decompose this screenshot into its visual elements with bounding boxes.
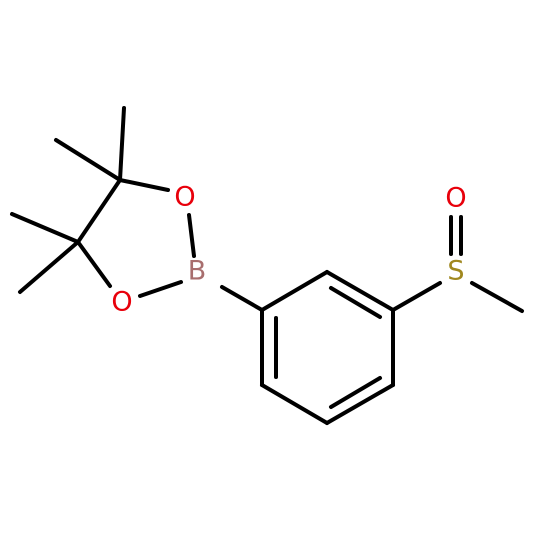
atom-label: O xyxy=(111,287,132,318)
bond xyxy=(329,376,382,409)
bond xyxy=(325,383,395,425)
atom-labels: O O B S O xyxy=(111,182,466,318)
bond xyxy=(76,178,122,244)
bond xyxy=(325,270,395,312)
atom-label: O xyxy=(445,183,466,214)
bonds xyxy=(10,106,524,425)
bond xyxy=(260,270,329,312)
bond xyxy=(54,138,122,182)
bond xyxy=(76,240,112,288)
bond xyxy=(18,240,80,294)
atom-label: S xyxy=(447,256,464,287)
atom-label: B xyxy=(188,256,207,287)
bond xyxy=(329,286,382,319)
bond xyxy=(187,213,196,258)
bond xyxy=(220,285,264,312)
bond xyxy=(10,212,80,244)
bond xyxy=(118,106,126,182)
bond xyxy=(470,281,524,313)
bond xyxy=(260,383,329,425)
atom-label: O xyxy=(174,182,195,213)
bond xyxy=(391,281,442,312)
bond xyxy=(118,178,170,192)
bond xyxy=(138,280,183,298)
